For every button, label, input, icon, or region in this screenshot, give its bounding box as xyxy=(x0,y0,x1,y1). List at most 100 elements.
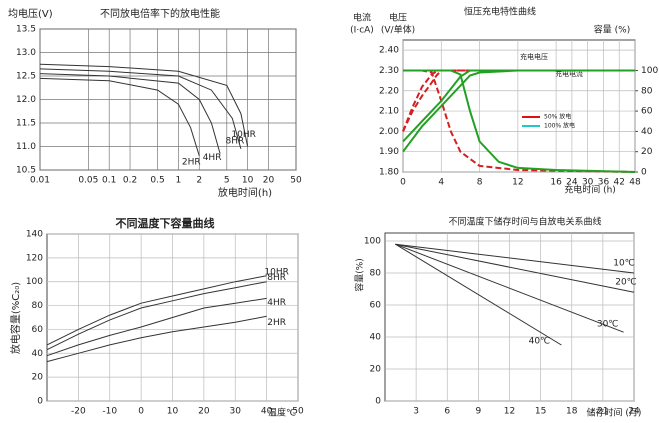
x-tick-label: 50 xyxy=(290,176,302,186)
x-tick-label: 0.5 xyxy=(150,176,164,186)
x-tick-label: 30 xyxy=(582,178,594,188)
y-tick-label: 20 xyxy=(370,365,382,375)
annotation: 充电电流 xyxy=(555,69,583,78)
y-unit: (I·cA) xyxy=(350,26,374,36)
x-tick-label: 42 xyxy=(613,178,624,188)
y2-tick-label: 20 xyxy=(641,147,653,157)
y-tick-label: 13.5 xyxy=(16,25,36,35)
y2-tick-label: 0 xyxy=(641,168,647,178)
series-label: 20℃ xyxy=(615,278,637,288)
y-tick-label: 2.00 xyxy=(379,127,399,137)
y-tick-label: 40 xyxy=(370,333,382,343)
x-tick-label: 24 xyxy=(566,178,578,188)
series-label: 2HR xyxy=(182,157,201,167)
y-label: 电流 xyxy=(353,12,371,24)
y2-label: 容量 (%) xyxy=(594,24,630,36)
series-label: 4HR xyxy=(203,153,222,163)
y2-tick-label: 100 xyxy=(641,66,658,76)
x-tick-label: 20 xyxy=(263,176,275,186)
x-tick-label: 0.01 xyxy=(30,176,50,186)
x-tick-label: 20 xyxy=(198,407,210,417)
x-tick-label: 5 xyxy=(224,176,230,186)
y-tick-label: 60 xyxy=(370,301,382,311)
x-tick-label: 8 xyxy=(477,178,483,188)
y-tick-label: 100 xyxy=(364,237,381,247)
y-label: 放电容量(%C₂₀) xyxy=(9,282,22,354)
line xyxy=(395,243,635,293)
y-tick-label: 11.0 xyxy=(16,142,36,152)
series-label: 10HR xyxy=(264,267,288,277)
line xyxy=(402,69,635,132)
x-tick-label: 12 xyxy=(504,407,515,417)
x-tick-label: 0 xyxy=(138,407,144,417)
series-label: 8HR xyxy=(226,136,245,146)
x-tick-label: 6 xyxy=(444,407,450,417)
x-tick-label: 12 xyxy=(512,178,523,188)
line xyxy=(39,73,221,154)
y-tick-label: 1.80 xyxy=(379,168,399,178)
line xyxy=(402,69,635,132)
y-tick-label: 12.0 xyxy=(16,95,36,105)
y-label: 容量(%) xyxy=(354,258,366,292)
series-label: 4HR xyxy=(267,298,286,308)
x-tick-label: 40 xyxy=(261,407,273,417)
y-unit: (V/单体) xyxy=(381,24,415,36)
line xyxy=(39,77,200,157)
line xyxy=(395,243,562,346)
y-tick-label: 0 xyxy=(375,397,381,407)
series-label: 10HR xyxy=(231,130,255,140)
x-label: 充电时间 (h) xyxy=(564,184,616,196)
line xyxy=(402,69,635,143)
y-label: 均电压(V) xyxy=(8,7,53,20)
y-tick-label: 13.0 xyxy=(16,48,36,58)
y2-tick-label: 40 xyxy=(641,127,653,137)
series-label: 10℃ xyxy=(613,259,635,269)
x-tick-label: 1 xyxy=(176,176,182,186)
x-tick-label: 4 xyxy=(438,178,444,188)
x-tick-label: 0 xyxy=(400,178,406,188)
y2-tick-label: 60 xyxy=(641,107,653,117)
x-tick-label: 3 xyxy=(413,407,419,417)
line xyxy=(403,69,636,173)
y-tick-label: 12.5 xyxy=(16,72,36,82)
y-label: 电压 xyxy=(389,12,407,24)
line xyxy=(395,243,635,274)
y-tick-label: 1.90 xyxy=(379,147,399,157)
x-tick-label: 10 xyxy=(242,176,254,186)
x-tick-label: 30 xyxy=(230,407,242,417)
series-label: 2HR xyxy=(267,318,286,328)
y-tick-label: 60 xyxy=(32,325,44,335)
line xyxy=(39,68,242,150)
x-tick-label: 15 xyxy=(535,407,546,417)
line xyxy=(39,63,249,147)
y-tick-label: 11.5 xyxy=(16,119,36,129)
x-tick-label: 50 xyxy=(292,407,304,417)
y2-tick-label: 80 xyxy=(641,86,653,96)
x-label: 放电时间(h) xyxy=(218,186,272,199)
y-tick-label: 120 xyxy=(26,253,43,263)
chart-title: 恒压充电特性曲线 xyxy=(464,6,536,18)
x-tick-label: 2 xyxy=(196,176,202,186)
x-tick-label: 0.2 xyxy=(123,176,137,186)
y-tick-label: 40 xyxy=(32,349,44,359)
y-tick-label: 100 xyxy=(26,277,43,287)
y-tick-label: 20 xyxy=(32,373,44,383)
y-tick-label: 0 xyxy=(37,397,43,407)
line xyxy=(403,69,636,173)
x-tick-label: 9 xyxy=(476,407,482,417)
series-label: 40℃ xyxy=(529,337,551,347)
x-label: 储存时间 (月) xyxy=(587,407,642,419)
chart-title: 不同温度下容量曲线 xyxy=(116,216,215,230)
x-tick-label: -10 xyxy=(102,407,117,417)
line xyxy=(46,281,267,351)
y-tick-label: 2.40 xyxy=(379,46,399,56)
y-tick-label: 140 xyxy=(26,230,43,240)
x-tick-label: 48 xyxy=(629,178,641,188)
y-tick-label: 80 xyxy=(370,269,382,279)
chart-title: 不同放电倍率下的放电性能 xyxy=(100,7,220,20)
x-tick-label: 18 xyxy=(566,407,578,417)
x-tick-label: 36 xyxy=(598,178,610,188)
series-label: 30℃ xyxy=(597,320,619,330)
x-tick-label: 16 xyxy=(550,178,562,188)
